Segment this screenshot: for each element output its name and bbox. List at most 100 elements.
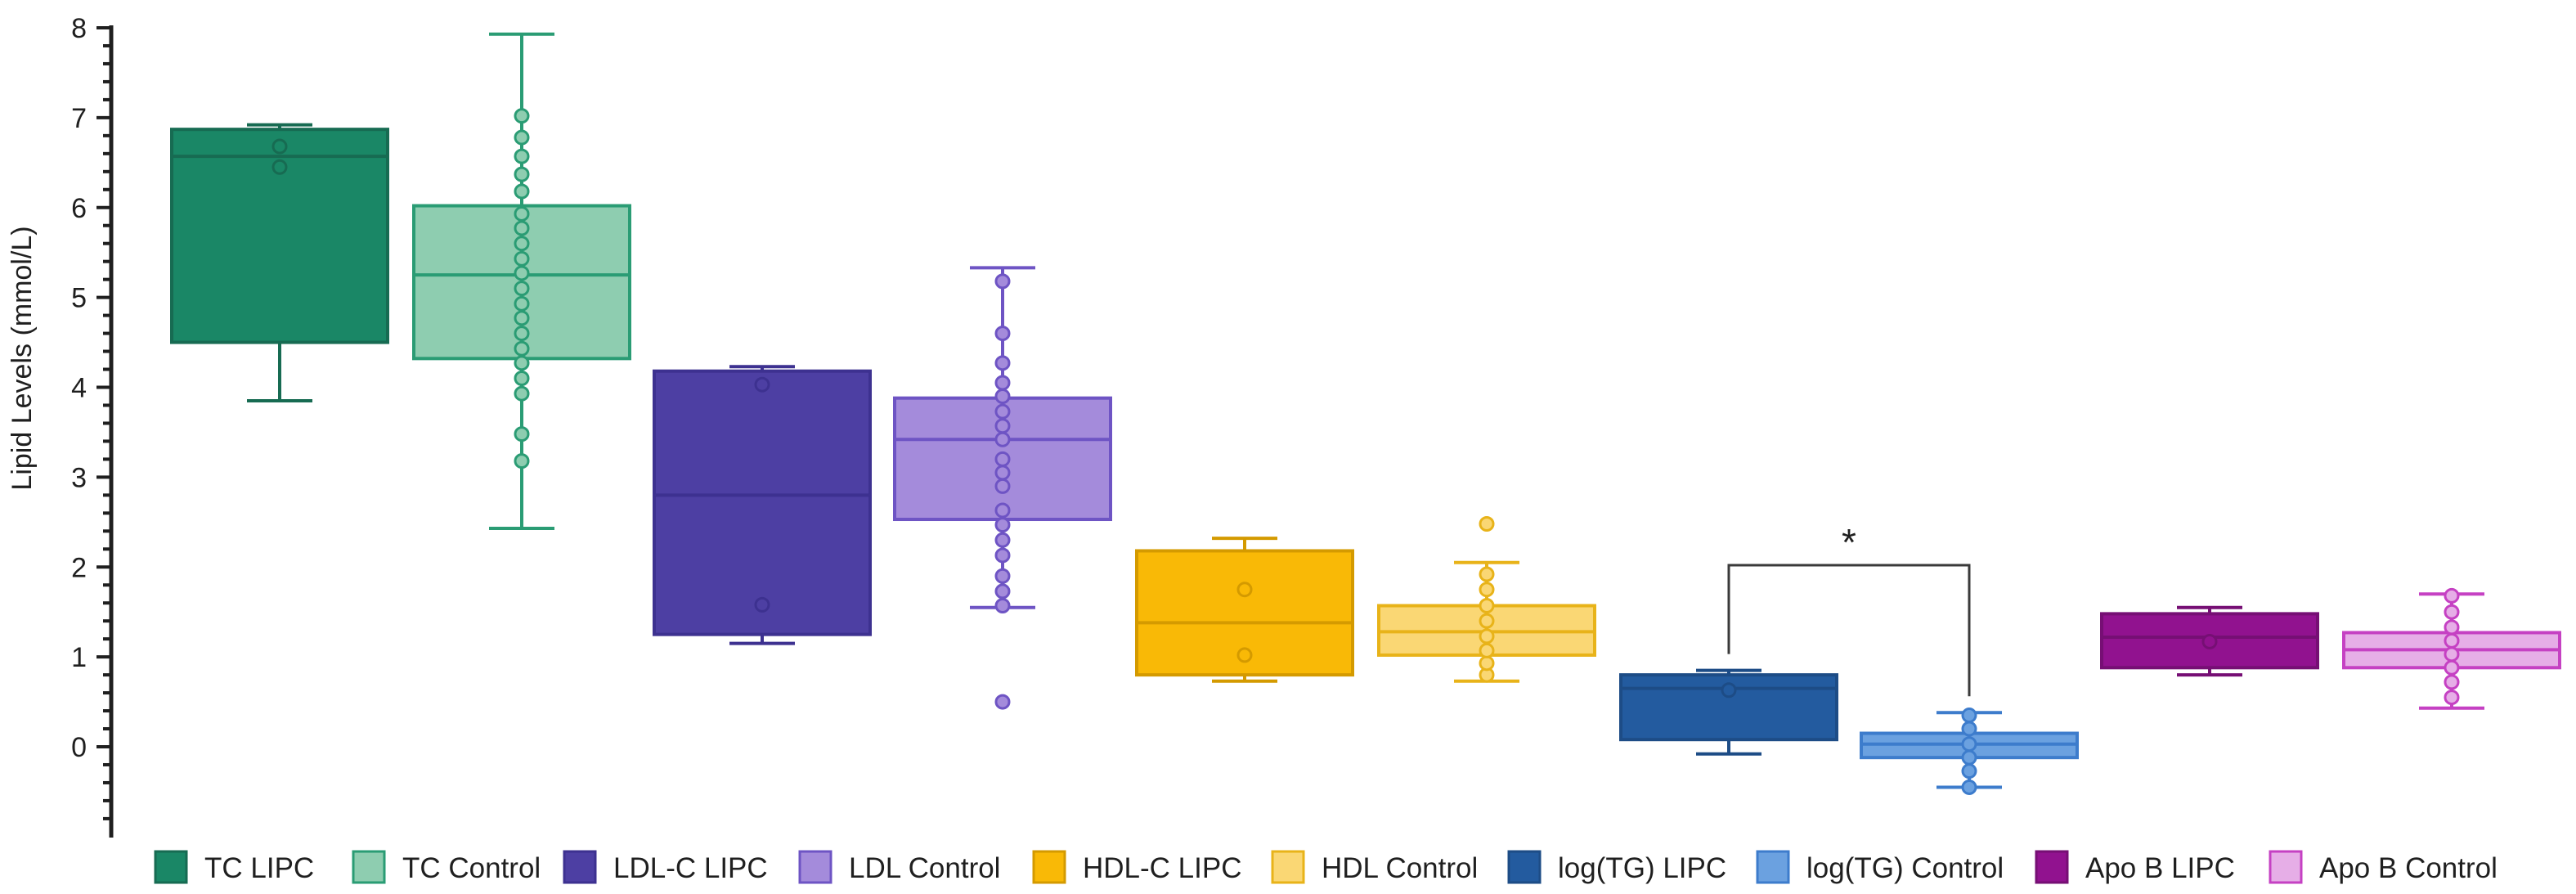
legend-swatch: [1756, 850, 1790, 884]
data-point: [2444, 632, 2460, 649]
legend-swatch: [798, 850, 832, 884]
box-iqr: [653, 369, 872, 636]
data-point: [994, 597, 1011, 613]
data-point: [994, 418, 1011, 434]
y-tick-label: 4: [71, 373, 87, 404]
box-ldl-c-lipc: [653, 365, 872, 645]
data-point: [994, 465, 1011, 481]
legend-item: TC LIPC: [154, 850, 314, 884]
legend-label: log(TG) LIPC: [1558, 852, 1726, 884]
box-tc-lipc: [170, 123, 389, 402]
y-tick-label: 0: [71, 732, 87, 763]
legend-label: LDL Control: [849, 852, 1000, 884]
data-point: [1961, 736, 1977, 752]
data-point: [272, 159, 288, 175]
data-point: [514, 205, 530, 222]
data-point: [994, 273, 1011, 290]
legend-item: log(TG) LIPC: [1507, 850, 1726, 884]
data-point: [272, 138, 288, 155]
data-point: [1961, 721, 1977, 737]
data-point: [994, 517, 1011, 533]
legend-label: HDL-C LIPC: [1083, 852, 1241, 884]
annotations: *: [1727, 521, 1971, 697]
data-point: [1479, 582, 1495, 598]
data-point: [2444, 604, 2460, 620]
data-point: [994, 451, 1011, 467]
data-point: [1479, 566, 1495, 582]
data-point: [754, 596, 770, 613]
data-point: [514, 453, 530, 469]
box-log-tg-lipc: [1619, 668, 1838, 756]
legend-swatch: [1271, 850, 1305, 884]
legend-label: Apo B Control: [2319, 852, 2497, 884]
y-tick-label: 1: [71, 642, 87, 673]
legend-item: LDL-C LIPC: [563, 850, 768, 884]
y-axis-label: Lipid Levels (mmol/L): [7, 226, 38, 490]
data-point: [994, 403, 1011, 420]
data-point: [1479, 628, 1495, 645]
data-point: [994, 388, 1011, 404]
legend-swatch: [2035, 850, 2069, 884]
data-point: [2444, 674, 2460, 690]
significance-label: *: [1842, 521, 1856, 564]
y-axis: 0 1 2 3 4 5 6 7 8: [71, 13, 114, 838]
data-point: [1479, 655, 1495, 672]
data-point: [514, 385, 530, 402]
legend-item: LDL Control: [798, 850, 1000, 884]
data-point: [994, 694, 1011, 710]
data-point: [1479, 597, 1495, 613]
data-point: [1961, 749, 1977, 766]
data-point: [1236, 647, 1253, 663]
legend-item: HDL Control: [1271, 850, 1478, 884]
data-point: [514, 265, 530, 281]
data-point: [514, 281, 530, 297]
data-point: [994, 355, 1011, 371]
legend-label: LDL-C LIPC: [613, 852, 768, 884]
box-tc-control: [412, 32, 631, 531]
legend-item: HDL-C LIPC: [1032, 850, 1241, 884]
box-hdl-control: [1377, 516, 1596, 683]
legend-label: Apo B LIPC: [2085, 852, 2235, 884]
data-point: [994, 431, 1011, 447]
data-point: [514, 250, 530, 267]
data-point: [1479, 516, 1495, 532]
box-ldl-control: [893, 266, 1112, 710]
bracket-line: [1727, 564, 1971, 697]
legend-swatch: [1032, 850, 1066, 884]
data-point: [994, 375, 1011, 391]
data-point: [514, 183, 530, 200]
data-point: [514, 148, 530, 164]
y-tick-label: 2: [71, 552, 87, 583]
y-tick-label: 3: [71, 462, 87, 493]
y-tick-label: 5: [71, 283, 87, 314]
data-point: [2444, 646, 2460, 663]
data-point: [1236, 582, 1253, 598]
data-point: [514, 108, 530, 124]
data-point: [2444, 690, 2460, 706]
data-point: [994, 583, 1011, 600]
data-point: [994, 532, 1011, 548]
y-tick-label: 6: [71, 193, 87, 224]
data-point: [1961, 763, 1977, 779]
box-hdl-c-lipc: [1135, 537, 1354, 683]
data-point: [514, 236, 530, 252]
legend-item: log(TG) Control: [1756, 850, 2004, 884]
legend-item: Apo B LIPC: [2035, 850, 2235, 884]
data-point: [1479, 613, 1495, 629]
data-point: [994, 502, 1011, 519]
data-point: [2444, 659, 2460, 676]
data-point: [1721, 682, 1737, 699]
box-apo-b-control: [2342, 587, 2561, 710]
legend-item: TC Control: [352, 850, 541, 884]
plot-area: [170, 32, 2561, 795]
data-point: [754, 376, 770, 393]
legend-label: TC Control: [402, 852, 541, 884]
legend: TC LIPC TC Control LDL-C LIPC LDL Control HD…: [154, 850, 2497, 884]
data-point: [2201, 633, 2218, 649]
data-point: [514, 426, 530, 443]
data-point: [514, 371, 530, 387]
legend-swatch: [563, 850, 597, 884]
data-point: [994, 326, 1011, 342]
y-tick-label: 7: [71, 103, 87, 134]
